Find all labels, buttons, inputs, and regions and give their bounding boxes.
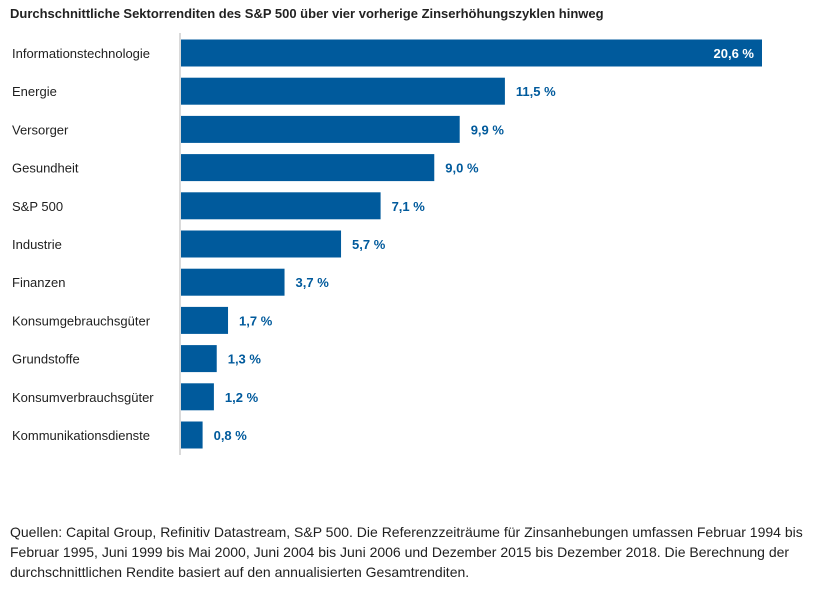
bar: [181, 39, 762, 67]
value-label: 0,8 %: [214, 428, 248, 443]
category-label: Energie: [12, 84, 57, 99]
bar: [181, 154, 435, 182]
bar: [181, 115, 460, 143]
category-label: Konsumverbrauchsgüter: [12, 390, 154, 405]
value-label: 1,2 %: [225, 390, 259, 405]
bar: [181, 192, 381, 220]
category-label: S&P 500: [12, 199, 63, 214]
value-label: 7,1 %: [392, 199, 426, 214]
category-label: Informationstechnologie: [12, 46, 150, 61]
value-label: 9,9 %: [471, 122, 505, 137]
bar: [181, 77, 505, 105]
bar: [181, 383, 214, 411]
value-label: 3,7 %: [296, 275, 330, 290]
source-note: Quellen: Capital Group, Refinitiv Datast…: [10, 524, 803, 580]
bar: [181, 230, 342, 258]
value-label: 20,6 %: [714, 46, 755, 61]
value-label: 11,5 %: [516, 84, 556, 99]
bar: [181, 306, 229, 334]
category-label: Gesundheit: [12, 161, 79, 176]
category-label: Kommunikationsdienste: [12, 428, 150, 443]
bar-chart: Informationstechnologie 20,6 % Energie 11,5…: [12, 33, 762, 455]
category-label: Grundstoffe: [12, 352, 80, 367]
value-label: 1,7 %: [239, 313, 273, 328]
value-label: 9,0 %: [445, 161, 479, 176]
value-label: 1,3 %: [228, 352, 262, 367]
category-label: Finanzen: [12, 275, 65, 290]
category-label: Industrie: [12, 237, 62, 252]
category-label: Konsumgebrauchsgüter: [12, 313, 151, 328]
value-label: 5,7 %: [352, 237, 386, 252]
bar: [181, 268, 285, 296]
chart-title: Durchschnittliche Sektorrenditen des S&P…: [10, 6, 604, 21]
bar: [181, 421, 203, 449]
bar: [181, 345, 217, 373]
category-label: Versorger: [12, 122, 69, 137]
